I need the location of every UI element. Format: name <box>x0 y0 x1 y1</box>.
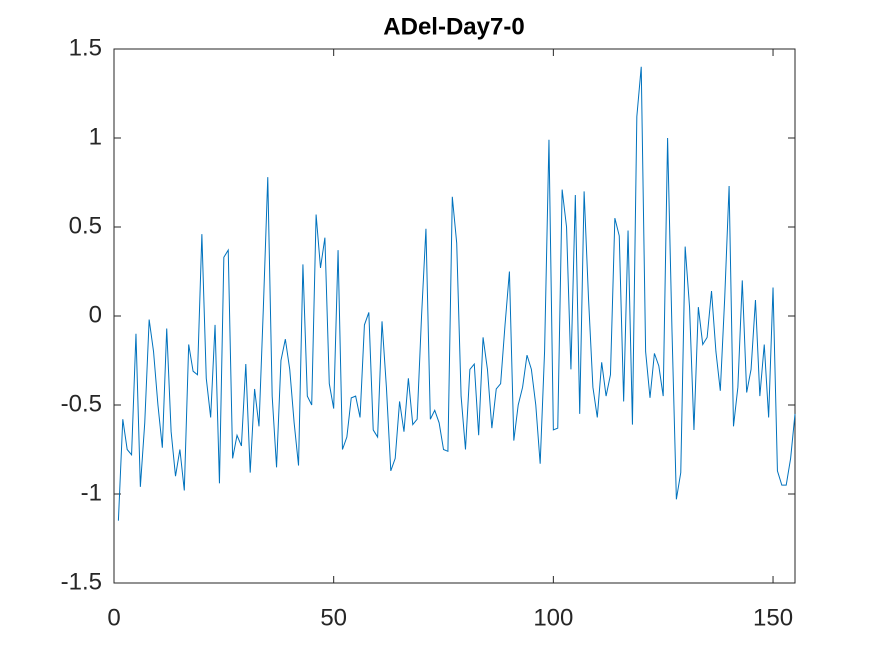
y-tick-label: -0.5 <box>61 390 102 417</box>
y-tick-label: 1 <box>89 123 102 150</box>
x-tick-label: 100 <box>533 604 573 631</box>
y-tick-label: 0.5 <box>69 212 102 239</box>
y-tick-label: 0 <box>89 301 102 328</box>
data-line <box>117 66 796 521</box>
x-tick-label: 50 <box>320 604 347 631</box>
x-tick-label: 150 <box>753 604 793 631</box>
y-tick-label: -1.5 <box>61 568 102 595</box>
x-tick-label: 0 <box>107 604 120 631</box>
chart-title: ADel-Day7-0 <box>383 13 524 40</box>
y-tick-label: -1 <box>81 479 102 506</box>
y-tick-label: 1.5 <box>69 34 102 61</box>
